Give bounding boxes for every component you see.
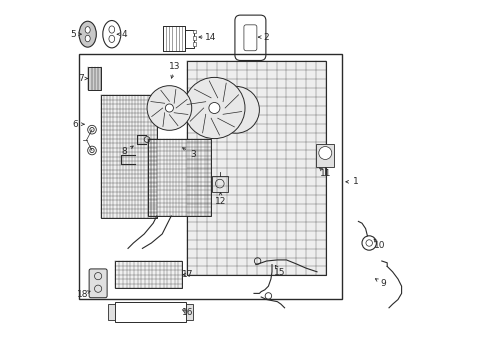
Bar xyxy=(193,42,196,46)
Text: 12: 12 xyxy=(215,197,226,206)
Bar xyxy=(101,95,157,218)
Bar xyxy=(116,261,182,288)
Circle shape xyxy=(209,103,220,113)
Bar xyxy=(187,61,326,275)
Bar xyxy=(316,144,334,167)
Ellipse shape xyxy=(103,21,121,48)
Text: 11: 11 xyxy=(320,169,332,178)
Bar xyxy=(212,176,228,192)
Text: 13: 13 xyxy=(169,62,180,71)
Text: 15: 15 xyxy=(274,268,286,277)
Text: 9: 9 xyxy=(380,279,386,288)
Bar xyxy=(101,95,157,218)
Ellipse shape xyxy=(109,26,115,33)
Text: 6: 6 xyxy=(72,120,78,129)
FancyBboxPatch shape xyxy=(235,15,266,60)
Bar xyxy=(193,36,196,40)
Bar xyxy=(186,304,193,320)
Text: 3: 3 xyxy=(190,150,196,158)
Text: 16: 16 xyxy=(182,308,193,317)
Circle shape xyxy=(166,104,173,112)
Ellipse shape xyxy=(85,27,90,33)
Ellipse shape xyxy=(109,35,115,42)
Circle shape xyxy=(147,86,192,130)
Bar xyxy=(116,302,186,322)
Text: 1: 1 xyxy=(353,177,359,186)
Circle shape xyxy=(184,77,245,139)
Text: 4: 4 xyxy=(122,30,127,39)
Text: 18: 18 xyxy=(76,289,88,299)
Circle shape xyxy=(213,86,259,133)
Text: 10: 10 xyxy=(373,241,385,250)
FancyBboxPatch shape xyxy=(89,269,107,298)
Bar xyxy=(187,61,326,275)
Text: 2: 2 xyxy=(263,32,269,41)
Bar xyxy=(79,54,342,299)
Ellipse shape xyxy=(79,21,97,47)
Text: 8: 8 xyxy=(122,148,127,156)
Text: 14: 14 xyxy=(205,32,217,41)
Bar xyxy=(108,304,116,320)
Bar xyxy=(148,139,211,216)
FancyBboxPatch shape xyxy=(244,25,257,51)
Text: 7: 7 xyxy=(78,74,84,83)
Circle shape xyxy=(319,147,332,159)
Text: 5: 5 xyxy=(70,30,76,39)
Text: 17: 17 xyxy=(182,270,193,279)
Bar xyxy=(148,139,211,216)
Bar xyxy=(116,261,182,288)
Bar xyxy=(193,30,196,33)
Ellipse shape xyxy=(85,35,90,42)
Bar xyxy=(163,26,185,51)
Bar xyxy=(88,67,101,90)
Bar xyxy=(185,30,194,48)
